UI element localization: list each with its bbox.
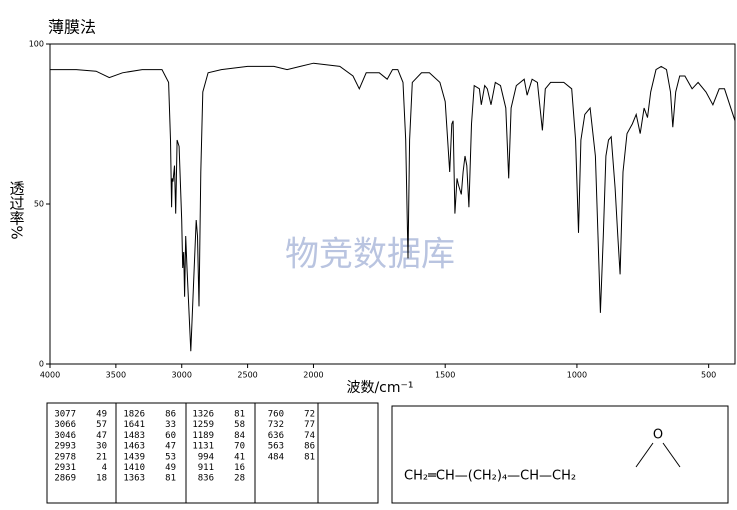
watermark: 物竞数据库 <box>285 235 455 275</box>
peak-transmittance: 21 <box>96 452 107 462</box>
peak-transmittance: 81 <box>304 452 315 462</box>
peak-wavenumber: 636 <box>268 431 284 441</box>
peak-wavenumber: 1326 <box>192 410 214 420</box>
peak-table-frame <box>46 402 379 504</box>
peak-wavenumber: 1363 <box>123 474 145 484</box>
peak-wavenumber: 1189 <box>192 431 214 441</box>
x-tick-label: 500 <box>701 371 716 380</box>
bond <box>635 442 654 468</box>
peak-wavenumber: 1410 <box>123 463 145 473</box>
peak-transmittance: 70 <box>234 442 245 452</box>
peak-transmittance: 30 <box>96 442 107 452</box>
x-tick-label: 1000 <box>567 371 587 380</box>
x-tick-label: 4000 <box>40 371 60 380</box>
chart-title: 薄膜法 <box>48 18 96 37</box>
peak-wavenumber: 2931 <box>54 463 76 473</box>
peak-wavenumber: 3077 <box>54 410 76 420</box>
structure-oxygen: O <box>653 428 663 443</box>
peak-transmittance: 47 <box>165 442 176 452</box>
peak-transmittance: 58 <box>234 420 245 430</box>
peak-wavenumber: 484 <box>268 452 284 462</box>
x-tick-label: 3500 <box>106 371 126 380</box>
peak-transmittance: 49 <box>165 463 176 473</box>
peak-transmittance: 57 <box>96 420 107 430</box>
peak-transmittance: 60 <box>165 431 176 441</box>
y-tick-label: 50 <box>34 200 44 209</box>
peak-wavenumber: 2869 <box>54 474 76 484</box>
peak-transmittance: 86 <box>304 442 315 452</box>
peak-transmittance: 28 <box>234 474 245 484</box>
plot-frame <box>49 43 736 365</box>
x-tick-label: 2500 <box>237 371 257 380</box>
peak-wavenumber: 732 <box>268 420 284 430</box>
structure-chain: CH₂═CH—(CH₂)₄—CH—CH₂ <box>404 469 576 484</box>
peak-transmittance: 18 <box>96 474 107 484</box>
peak-transmittance: 53 <box>165 452 176 462</box>
peak-transmittance: 33 <box>165 420 176 430</box>
peak-transmittance: 49 <box>96 410 107 420</box>
peak-wavenumber: 2993 <box>54 442 76 452</box>
x-tick-label: 2000 <box>303 371 323 380</box>
peak-wavenumber: 1463 <box>123 442 145 452</box>
peak-wavenumber: 1131 <box>192 442 214 452</box>
bond <box>662 442 681 468</box>
peak-wavenumber: 1826 <box>123 410 145 420</box>
peak-wavenumber: 1483 <box>123 431 145 441</box>
peak-wavenumber: 994 <box>198 452 214 462</box>
y-tick-label: 100 <box>29 40 44 49</box>
structure-frame <box>391 405 729 504</box>
peak-wavenumber: 836 <box>198 474 214 484</box>
peak-transmittance: 74 <box>304 431 315 441</box>
peak-transmittance: 47 <box>96 431 107 441</box>
peak-transmittance: 77 <box>304 420 315 430</box>
peak-wavenumber: 2978 <box>54 452 76 462</box>
peak-transmittance: 84 <box>234 431 245 441</box>
spectrum-line <box>50 62 736 352</box>
peak-wavenumber: 911 <box>198 463 214 473</box>
peak-transmittance: 81 <box>234 410 245 420</box>
x-tick-label: 1500 <box>435 371 455 380</box>
peak-wavenumber: 563 <box>268 442 284 452</box>
peak-wavenumber: 3046 <box>54 431 76 441</box>
peak-transmittance: 81 <box>165 474 176 484</box>
peak-wavenumber: 1259 <box>192 420 214 430</box>
peak-wavenumber: 760 <box>268 410 284 420</box>
peak-wavenumber: 1641 <box>123 420 145 430</box>
peak-transmittance: 72 <box>304 410 315 420</box>
x-axis-label: 波数/cm⁻¹ <box>346 380 413 396</box>
peak-transmittance: 16 <box>234 463 245 473</box>
peak-transmittance: 86 <box>165 410 176 420</box>
x-tick-label: 3000 <box>172 371 192 380</box>
peak-wavenumber: 1439 <box>123 452 145 462</box>
peak-transmittance: 41 <box>234 452 245 462</box>
y-tick-label: 0 <box>39 360 44 369</box>
peak-transmittance: 4 <box>102 463 107 473</box>
peak-wavenumber: 3066 <box>54 420 76 430</box>
y-axis-label: 透过率% <box>8 180 26 239</box>
